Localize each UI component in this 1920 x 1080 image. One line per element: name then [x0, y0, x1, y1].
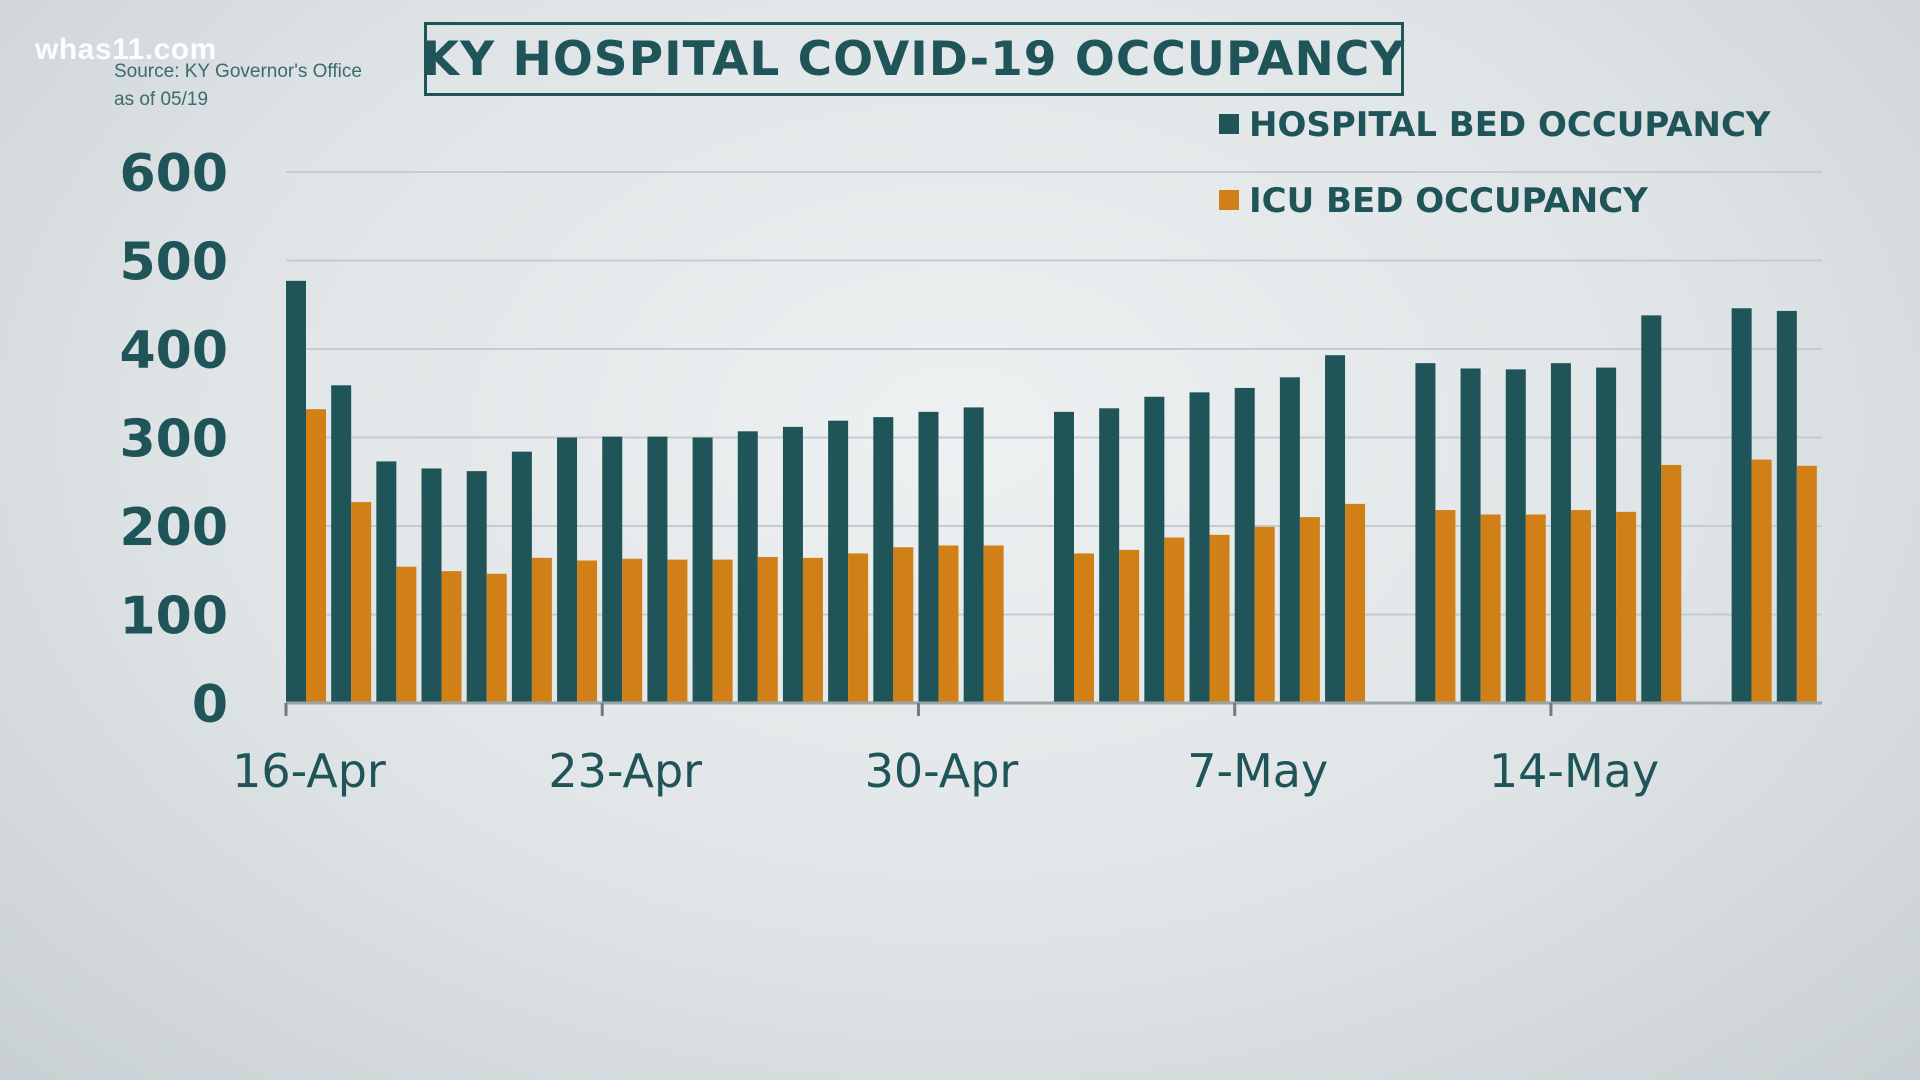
x-tick-label: 7-May: [1187, 744, 1328, 798]
y-tick-label: 500: [119, 233, 228, 293]
station-watermark: whas11.com: [35, 33, 217, 66]
icu-bar: [848, 553, 869, 703]
icu-bar: [1751, 459, 1772, 703]
icu-bar: [622, 558, 643, 703]
icu-bar: [1525, 514, 1546, 703]
source-note: Source: KY Governor's Office as of 05/19: [114, 58, 362, 114]
icu-bar: [757, 556, 778, 703]
icu-bar: [667, 559, 688, 703]
icu-bar: [1796, 465, 1817, 703]
hospital-bar: [873, 417, 894, 703]
icu-bar: [1661, 464, 1682, 703]
legend-swatch-icu: [1219, 190, 1239, 210]
x-tick-label: 16-Apr: [232, 744, 386, 798]
legend-swatch-hospital: [1219, 114, 1239, 134]
as-of-line: as of 05/19: [114, 89, 209, 110]
hospital-bar: [1505, 369, 1526, 703]
hospital-bar: [692, 437, 713, 703]
hospital-bar: [737, 431, 758, 703]
hospital-bar: [828, 420, 849, 703]
y-tick-label: 600: [119, 144, 228, 204]
hospital-bar: [1234, 387, 1255, 703]
hospital-bar: [1279, 377, 1300, 703]
legend-label-hospital: HOSPITAL BED OCCUPANCY: [1249, 105, 1771, 145]
hospital-bar: [963, 407, 984, 703]
icu-bar: [351, 502, 372, 703]
icu-bar: [893, 547, 914, 703]
icu-bar: [1164, 537, 1185, 703]
hospital-bar: [1415, 363, 1436, 703]
hospital-bar: [1099, 408, 1120, 703]
y-tick-label: 100: [119, 587, 228, 647]
y-tick-label: 0: [192, 675, 228, 735]
hospital-bar: [1460, 368, 1481, 703]
x-tick-label: 30-Apr: [865, 744, 1019, 798]
icu-bar: [1480, 514, 1501, 703]
icu-bar: [712, 559, 733, 703]
icu-bar: [1616, 511, 1637, 703]
legend-label-icu: ICU BED OCCUPANCY: [1249, 181, 1648, 221]
hospital-bar: [1776, 310, 1797, 703]
icu-bar: [1570, 510, 1591, 703]
icu-bar: [486, 573, 507, 703]
icu-bar: [306, 409, 326, 703]
hospital-bar: [511, 451, 532, 703]
chart-title: KY HOSPITAL COVID-19 OCCUPANCY: [422, 31, 1406, 87]
hospital-bar: [1189, 392, 1210, 703]
icu-bar: [441, 571, 462, 703]
hospital-bar: [1550, 363, 1571, 703]
hospital-bar: [286, 280, 306, 703]
icu-bar: [1074, 553, 1094, 703]
hospital-bar: [602, 436, 623, 703]
icu-bar: [802, 557, 823, 703]
icu-bar: [983, 545, 1004, 703]
y-tick-label: 300: [119, 410, 228, 470]
x-tick-label: 23-Apr: [548, 744, 702, 798]
hospital-bar: [466, 471, 487, 703]
chart-title-box: KY HOSPITAL COVID-19 OCCUPANCY: [422, 22, 1406, 96]
icu-bar: [1254, 526, 1275, 703]
hospital-bar: [331, 385, 352, 703]
y-tick-label: 400: [119, 321, 228, 381]
icu-bar: [577, 560, 598, 703]
icu-bar: [1299, 517, 1320, 703]
hospital-bar: [376, 461, 397, 703]
icu-bar: [1435, 510, 1456, 703]
icu-bar: [396, 566, 417, 703]
icu-bar: [1119, 549, 1140, 703]
icu-bar: [1209, 534, 1230, 703]
icu-bar: [531, 557, 552, 703]
hospital-bar: [918, 411, 939, 703]
hospital-bar: [557, 437, 578, 703]
hospital-bar: [647, 436, 668, 703]
hospital-bar: [1641, 315, 1662, 703]
hospital-bar: [1596, 367, 1617, 703]
x-tick-label: 14-May: [1489, 744, 1659, 798]
icu-bar: [1345, 503, 1366, 703]
icu-bar: [938, 545, 959, 703]
y-tick-label: 200: [119, 498, 228, 558]
hospital-bar: [782, 426, 803, 703]
hospital-bar: [421, 468, 442, 703]
hospital-bar: [1054, 411, 1074, 703]
hospital-bar: [1325, 355, 1346, 703]
hospital-bar: [1144, 396, 1165, 703]
source-line: Source: KY Governor's Office: [114, 61, 362, 82]
hospital-bar: [1731, 308, 1752, 703]
